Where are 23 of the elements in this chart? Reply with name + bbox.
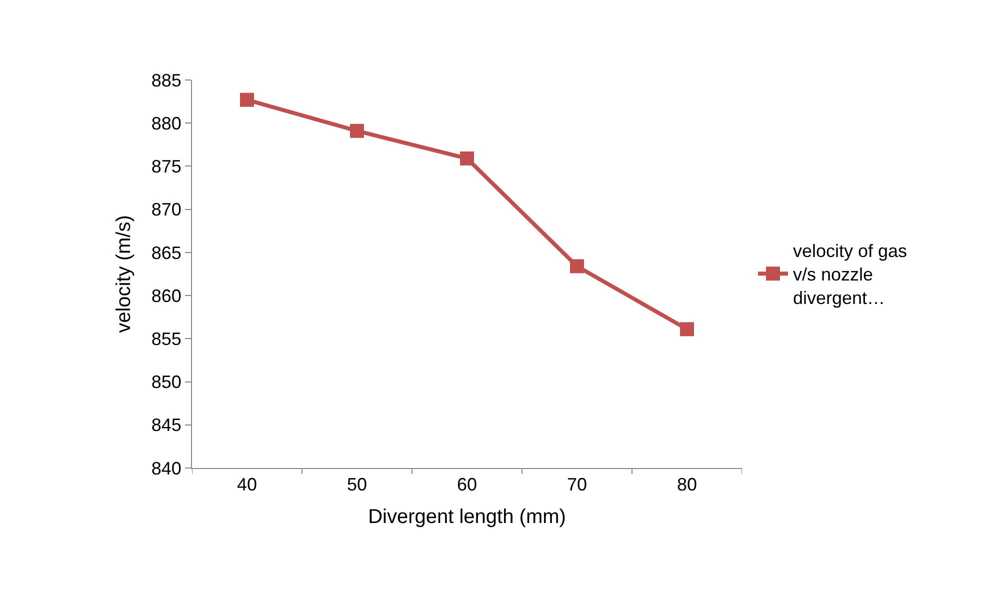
point	[460, 151, 474, 166]
x-axis-title: Divergent length (mm)	[368, 506, 566, 528]
y-tick-label: 840	[151, 458, 182, 478]
y-tick-label: 855	[151, 328, 182, 349]
x-tick-label: 40	[236, 474, 258, 495]
x-tick-label: 80	[676, 474, 698, 495]
y-tick-label: 865	[151, 242, 182, 263]
y-tick-label: 845	[151, 415, 182, 436]
x-tick-label: 50	[346, 474, 368, 495]
x-tick-label: 70	[566, 474, 588, 495]
y-tick-label: 875	[151, 156, 182, 177]
y-tick-label: 860	[151, 286, 182, 306]
point	[350, 124, 364, 138]
y-tick-label: 885	[151, 70, 182, 90]
point	[680, 322, 694, 336]
y-tick-label: 870	[151, 200, 182, 220]
point	[570, 259, 584, 274]
legend-label: velocity of gas v/s nozzle divergent…	[793, 241, 908, 308]
y-axis-title: velocity (m/s)	[112, 215, 135, 333]
y-tick-label: 880	[151, 113, 182, 134]
x-tick-label: 60	[456, 474, 478, 495]
y-tick-label: 850	[151, 372, 182, 392]
point	[240, 92, 254, 107]
